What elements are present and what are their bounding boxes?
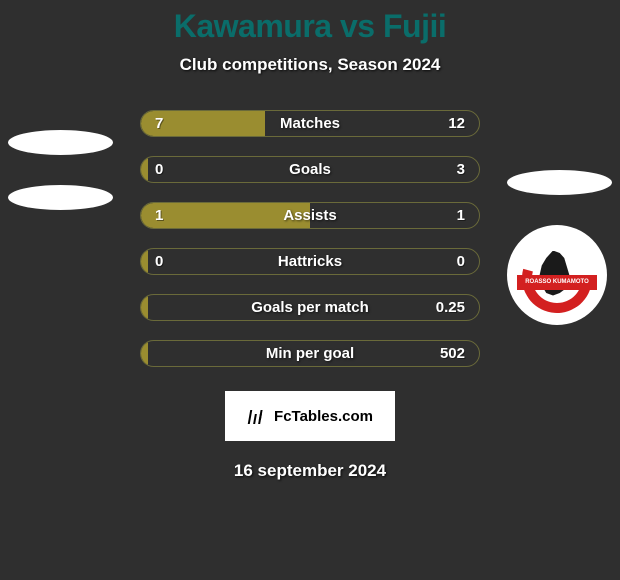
stat-label: Goals [141, 161, 479, 178]
stat-row-goals-per-match: Goals per match0.25 [140, 294, 480, 321]
stat-row-goals: 0Goals3 [140, 156, 480, 183]
branding-text: FcTables.com [274, 408, 373, 425]
stat-right-value: 1 [457, 207, 465, 224]
stat-label: Min per goal [141, 345, 479, 362]
stat-right-value: 502 [440, 345, 465, 362]
stat-right-value: 0.25 [436, 299, 465, 316]
logo-banner-text: ROASSO KUMAMOTO [517, 275, 597, 290]
right-badge-1 [507, 170, 612, 195]
stat-label: Goals per match [141, 299, 479, 316]
stat-right-value: 0 [457, 253, 465, 270]
page-title: Kawamura vs Fujii [174, 8, 446, 45]
right-player-badges: ROASSO KUMAMOTO [507, 170, 612, 325]
left-player-badges [8, 130, 113, 240]
left-badge-1 [8, 130, 113, 155]
stat-label: Assists [141, 207, 479, 224]
stats-area: ROASSO KUMAMOTO 7Matches120Goals31Assist… [0, 110, 620, 367]
roasso-kumamoto-logo: ROASSO KUMAMOTO [507, 225, 607, 325]
left-badge-2 [8, 185, 113, 210]
stat-right-value: 3 [457, 161, 465, 178]
stat-row-min-per-goal: Min per goal502 [140, 340, 480, 367]
stat-row-hattricks: 0Hattricks0 [140, 248, 480, 275]
main-container: Kawamura vs Fujii Club competitions, Sea… [0, 0, 620, 580]
subtitle: Club competitions, Season 2024 [180, 55, 441, 75]
stat-label: Matches [141, 115, 479, 132]
date-text: 16 september 2024 [234, 461, 386, 481]
fctables-icon [247, 405, 269, 427]
stat-right-value: 12 [448, 115, 465, 132]
stat-label: Hattricks [141, 253, 479, 270]
stat-row-matches: 7Matches12 [140, 110, 480, 137]
stats-bars: 7Matches120Goals31Assists10Hattricks0Goa… [140, 110, 480, 367]
stat-row-assists: 1Assists1 [140, 202, 480, 229]
branding-box[interactable]: FcTables.com [225, 391, 395, 441]
